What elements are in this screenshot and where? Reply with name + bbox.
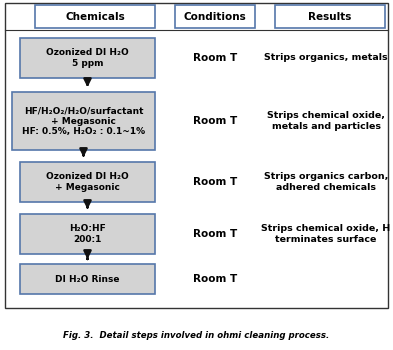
Bar: [12, 92, 155, 150]
Text: Conditions: Conditions: [184, 12, 246, 21]
Bar: [20, 162, 155, 202]
Text: Strips organics, metals: Strips organics, metals: [264, 54, 388, 63]
Bar: [5, 3, 388, 308]
Bar: [20, 264, 155, 294]
Text: Room T: Room T: [193, 177, 237, 187]
Text: Room T: Room T: [193, 229, 237, 239]
Text: Results: Results: [309, 12, 352, 21]
Text: Strips organics carbon,
adhered chemicals: Strips organics carbon, adhered chemical…: [264, 172, 388, 192]
Text: Strips chemical oxide, H
terminates surface: Strips chemical oxide, H terminates surf…: [261, 224, 391, 244]
Text: Ozonized DI H₂O
+ Megasonic: Ozonized DI H₂O + Megasonic: [46, 172, 129, 192]
Text: Strips chemical oxide,
metals and particles: Strips chemical oxide, metals and partic…: [267, 111, 385, 131]
Bar: [275, 5, 385, 28]
Text: Room T: Room T: [193, 116, 237, 126]
Bar: [175, 5, 255, 28]
Text: DI H₂O Rinse: DI H₂O Rinse: [55, 274, 120, 284]
Text: Fig. 3.  Detail steps involved in ohmi cleaning process.: Fig. 3. Detail steps involved in ohmi cl…: [63, 330, 329, 340]
Text: H₂O:HF
200:1: H₂O:HF 200:1: [69, 224, 106, 244]
Text: Ozonized DI H₂O
5 ppm: Ozonized DI H₂O 5 ppm: [46, 48, 129, 68]
Bar: [20, 214, 155, 254]
Text: Chemicals: Chemicals: [65, 12, 125, 21]
Bar: [35, 5, 155, 28]
Text: Room T: Room T: [193, 53, 237, 63]
Text: Room T: Room T: [193, 274, 237, 284]
Text: HF/H₂O₂/H₂O/surfactant
+ Megasonic
HF: 0.5%, H₂O₂ : 0.1~1%: HF/H₂O₂/H₂O/surfactant + Megasonic HF: 0…: [22, 106, 145, 136]
Bar: [20, 38, 155, 78]
